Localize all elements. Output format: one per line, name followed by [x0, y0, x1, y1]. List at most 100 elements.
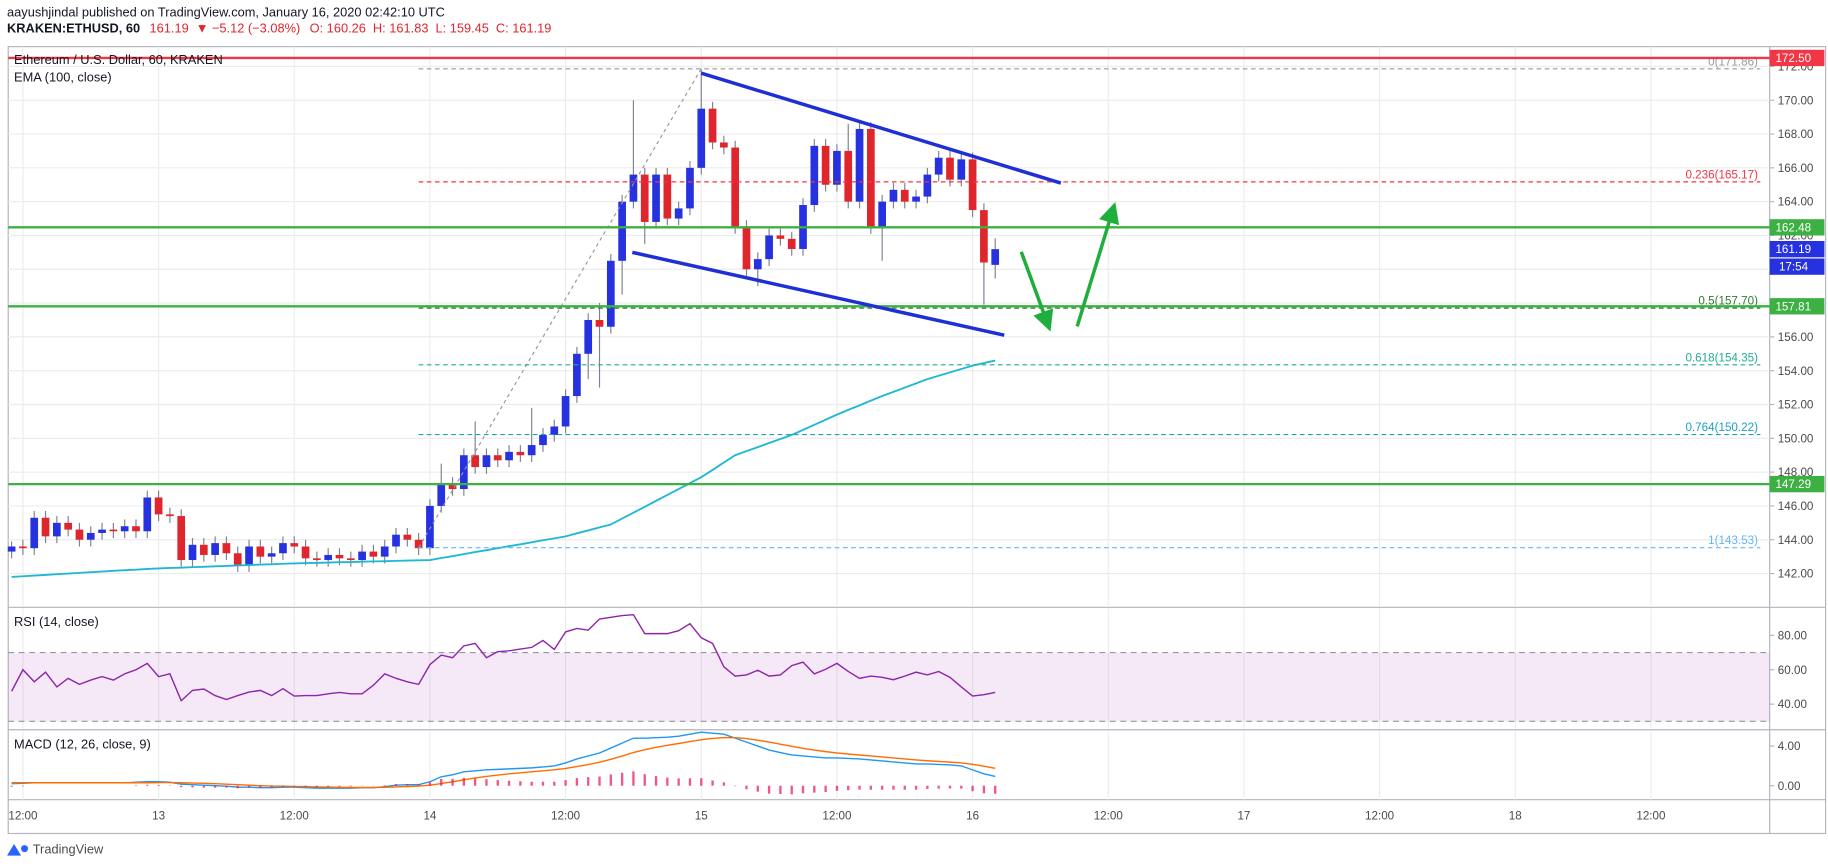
candle-body — [867, 128, 875, 228]
candle-body — [923, 174, 932, 197]
candle-body — [878, 201, 887, 228]
y-tick-label: 146.00 — [1778, 500, 1814, 513]
macd-histogram-bar — [869, 785, 873, 790]
macd-histogram-bar — [236, 785, 239, 789]
level-badge-bg — [1769, 219, 1825, 236]
macd-histogram-bar — [858, 785, 861, 790]
candle-body — [539, 434, 547, 446]
x-tick-label: 16 — [966, 810, 979, 823]
candle-body — [30, 517, 39, 549]
candle-body — [742, 227, 751, 270]
macd-histogram-bar — [903, 785, 906, 790]
macd-histogram-bar — [304, 785, 307, 787]
macd-histogram-bar — [10, 785, 13, 787]
macd-histogram-bar — [756, 785, 759, 792]
macd-histogram-bar — [632, 771, 635, 786]
x-tick-label: 15 — [695, 810, 708, 823]
candle-body — [640, 174, 649, 222]
macd-histogram-bar — [451, 778, 454, 786]
candle-body — [595, 319, 604, 327]
macd-histogram-bar — [191, 785, 194, 788]
x-tick-label: 12:00 — [8, 810, 38, 823]
candle-body — [708, 108, 717, 143]
macd-histogram-bar — [598, 776, 601, 786]
macd-histogram-bar — [417, 784, 420, 786]
macd-histogram-bar — [247, 785, 251, 788]
macd-histogram-bar — [541, 781, 545, 786]
candle-body — [889, 189, 898, 202]
candle-body — [912, 196, 920, 202]
publish-line: aayushjindal published on TradingView.co… — [7, 4, 445, 19]
candle-body — [957, 159, 966, 180]
macd-histogram-bar — [609, 774, 612, 786]
candle-body — [98, 529, 106, 533]
macd-histogram-bar — [462, 777, 466, 786]
candle-body — [516, 451, 525, 456]
x-tick-label: 12:00 — [1636, 810, 1666, 823]
macd-histogram-bar — [620, 772, 624, 786]
y-tick-label: 0.00 — [1778, 780, 1801, 793]
candle-body — [166, 514, 174, 517]
macd-histogram-bar — [406, 783, 409, 786]
author: aayushjindal — [7, 4, 78, 19]
candle-body — [946, 157, 954, 180]
macd-histogram-bar — [293, 785, 296, 787]
macd-histogram-bar — [982, 785, 986, 794]
y-tick-label: 166.00 — [1778, 162, 1814, 175]
candle-body — [968, 159, 977, 211]
x-tick-label: 13 — [152, 810, 165, 823]
rsi-line — [11, 613, 996, 702]
candle-body — [426, 505, 434, 549]
candle-body — [934, 157, 943, 175]
candle-body — [41, 517, 50, 537]
macd-histogram-bar — [440, 778, 443, 786]
level-badge: 157.81 — [1775, 300, 1811, 313]
candle-body — [75, 529, 84, 540]
y-tick-label: 148.00 — [1778, 466, 1814, 479]
macd-histogram-bar — [847, 785, 850, 791]
candle-body — [991, 249, 1000, 265]
candle-body — [900, 189, 909, 202]
macd-histogram-bar — [473, 778, 477, 786]
x-tick-label: 12:00 — [1094, 810, 1124, 823]
brand-logo — [7, 843, 29, 856]
candle-body — [132, 526, 140, 532]
candle-body — [629, 174, 638, 202]
candle-body — [211, 543, 219, 555]
macd-histogram-bar — [202, 785, 205, 788]
candle-body — [731, 147, 740, 228]
candle-body — [765, 235, 773, 260]
macd-histogram-bar — [146, 784, 149, 786]
candle-body — [324, 554, 333, 561]
candle-body — [573, 353, 581, 397]
fib-label: 1(143.53) — [1708, 534, 1758, 547]
candle-body — [606, 260, 615, 327]
macd-histogram-bar — [485, 779, 488, 786]
rsi-band — [8, 652, 1770, 722]
candle-body — [652, 174, 660, 222]
level-badge: 172.50 — [1775, 52, 1811, 65]
candle-body — [844, 150, 853, 202]
macd-histogram-bar — [564, 780, 567, 786]
candle-body — [697, 108, 706, 168]
candle-body — [346, 558, 355, 561]
candle-body — [233, 553, 242, 566]
x-tick-label: 14 — [423, 810, 436, 823]
macd-histogram-bar — [960, 785, 963, 789]
macd-histogram-bar — [711, 780, 714, 786]
level-badge-bg — [1769, 298, 1825, 315]
candle-body — [335, 554, 344, 559]
level-badge: 147.29 — [1775, 478, 1811, 491]
macd-histogram-bar — [281, 785, 285, 787]
y-tick-label: 4.00 — [1778, 740, 1801, 753]
candle-body — [245, 546, 253, 566]
fib-label: 0.764(150.22) — [1685, 421, 1758, 434]
candle-body — [279, 543, 287, 554]
candle-body — [618, 201, 626, 261]
candle-body — [505, 451, 513, 461]
y-tick-label: 156.00 — [1778, 331, 1814, 344]
macd-histogram-bar — [575, 778, 579, 786]
candle-body — [414, 539, 423, 549]
